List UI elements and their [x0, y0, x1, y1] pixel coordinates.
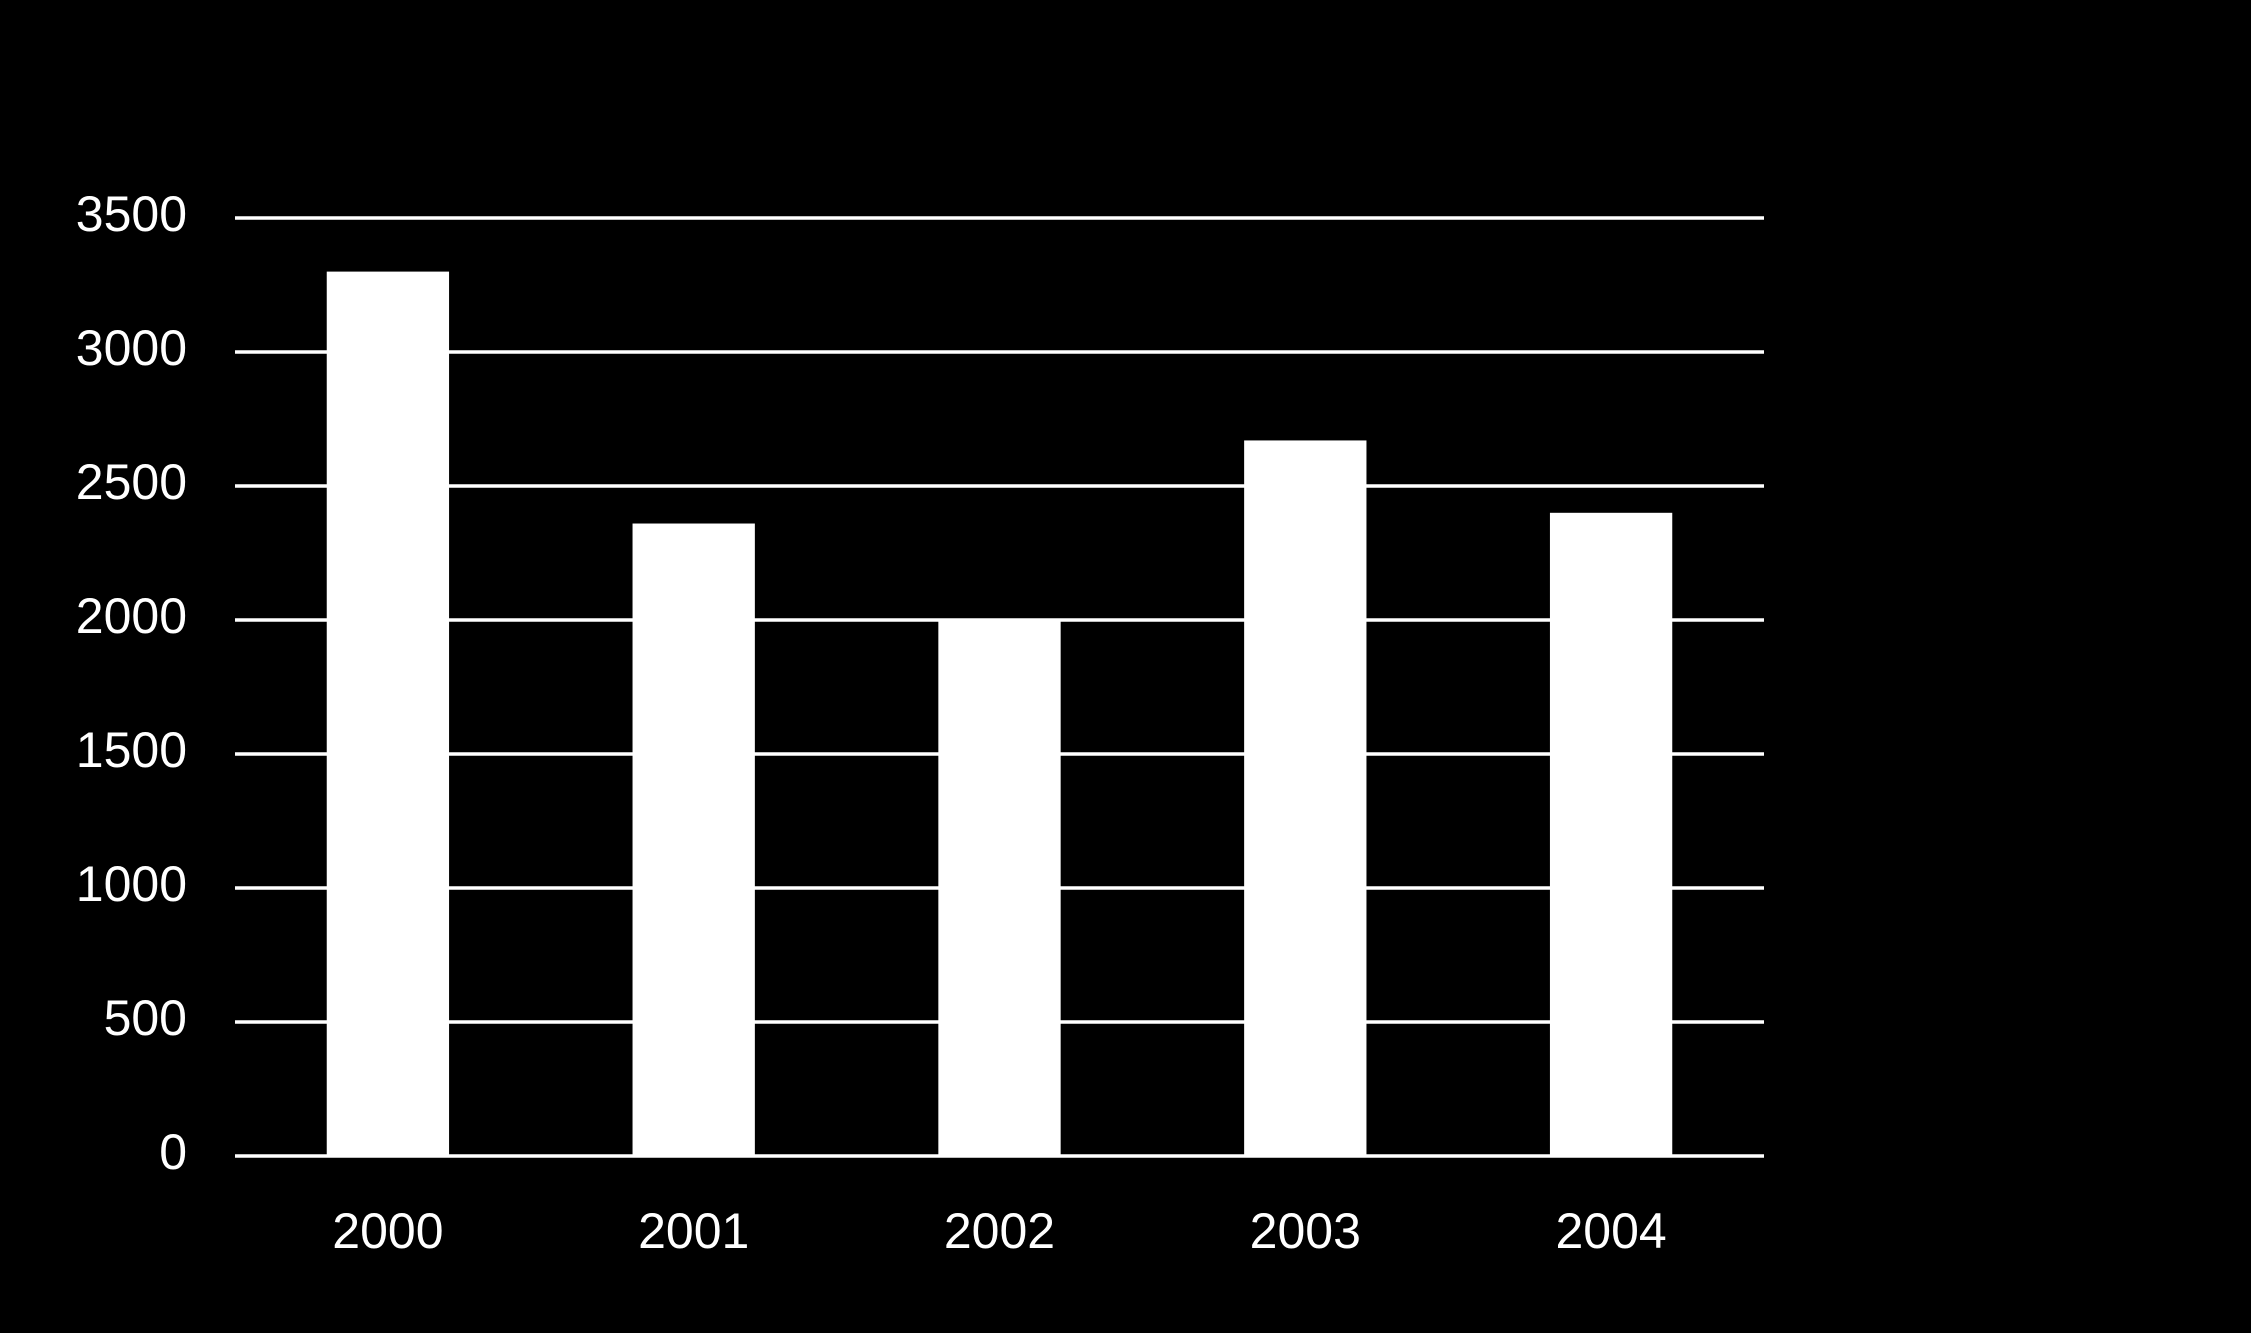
y-tick-label: 0: [159, 1124, 187, 1180]
bar: [1549, 512, 1673, 1156]
bar: [1244, 440, 1367, 1156]
x-tick-label: 2000: [332, 1203, 443, 1259]
y-tick-label: 500: [104, 990, 187, 1046]
y-tick-label: 1000: [76, 856, 187, 912]
x-tick-label: 2004: [1555, 1203, 1666, 1259]
y-tick-label: 1500: [76, 722, 187, 778]
y-tick-label: 3000: [76, 320, 187, 376]
bar: [632, 523, 755, 1156]
y-tick-label: 2000: [76, 588, 187, 644]
bar: [326, 271, 450, 1157]
x-tick-label: 2001: [638, 1203, 749, 1259]
bar: [938, 620, 1061, 1156]
y-tick-label: 3500: [76, 186, 187, 242]
x-tick-label: 2003: [1250, 1203, 1361, 1259]
x-tick-label: 2002: [944, 1203, 1055, 1259]
y-tick-label: 2500: [76, 454, 187, 510]
